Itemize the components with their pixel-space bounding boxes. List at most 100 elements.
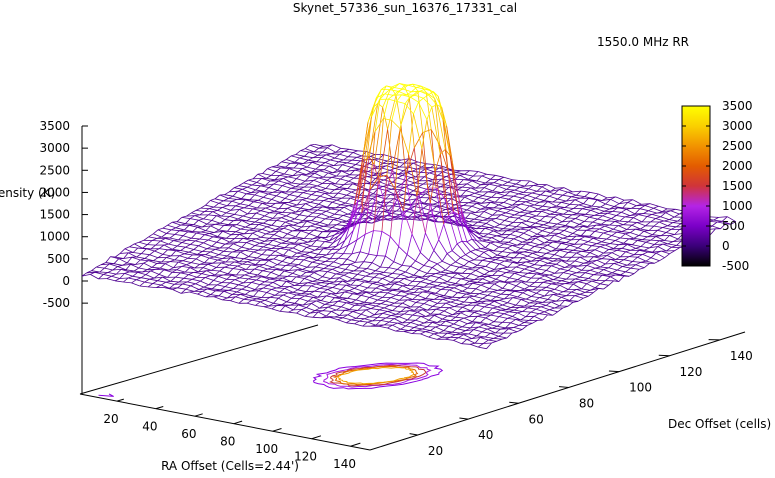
surface-line <box>466 338 472 340</box>
surface-line <box>517 311 523 314</box>
surface-line <box>438 224 445 240</box>
surface-line <box>258 199 268 204</box>
surface-line <box>434 171 445 225</box>
surface-line <box>204 233 210 236</box>
surface-line <box>408 212 414 218</box>
surface-line <box>106 278 116 282</box>
surface-line <box>142 270 151 273</box>
surface-line <box>288 247 294 251</box>
surface-line <box>588 259 597 263</box>
surface-line <box>402 265 411 267</box>
surface-line <box>614 221 624 226</box>
surface-line <box>90 271 96 275</box>
surface-line <box>510 209 520 213</box>
surface-line <box>566 291 572 297</box>
surface-line <box>625 251 635 256</box>
surface-line <box>347 314 357 319</box>
surface-line <box>537 282 544 288</box>
surface-line <box>514 272 523 277</box>
surface-line <box>438 191 445 195</box>
surface-line <box>517 261 527 264</box>
surface-line <box>284 168 290 175</box>
surface-line <box>503 176 513 181</box>
surface-line <box>437 175 447 177</box>
surface-line <box>483 342 492 344</box>
surface-line <box>365 308 372 311</box>
surface-line <box>498 176 505 180</box>
surface-line <box>331 224 338 228</box>
surface-line <box>254 221 264 224</box>
surface-line <box>621 208 627 213</box>
surface-line <box>198 288 208 290</box>
legend-label: 1550.0 MHz RR <box>597 35 689 49</box>
surface-line <box>454 306 463 308</box>
surface-line <box>238 258 245 263</box>
surface-line <box>195 207 201 211</box>
surface-line <box>490 219 500 225</box>
surface-line <box>170 250 177 257</box>
surface-line <box>519 252 528 257</box>
surface-line <box>436 104 442 108</box>
surface-line <box>466 238 473 243</box>
surface-line <box>492 185 498 192</box>
surface-line <box>194 238 201 242</box>
surface-line <box>247 186 256 191</box>
surface-line <box>218 295 228 299</box>
surface-line <box>527 212 537 217</box>
surface-line <box>544 241 553 244</box>
surface-line <box>528 188 538 192</box>
surface-line <box>360 251 369 255</box>
surface-line <box>257 203 263 209</box>
surface-line <box>295 150 301 155</box>
surface-line <box>492 290 498 293</box>
surface-line <box>497 306 507 310</box>
surface-line <box>176 269 186 273</box>
surface-line <box>588 256 594 262</box>
surface-line <box>337 280 343 285</box>
surface-line <box>554 254 564 258</box>
surface-line <box>320 261 326 265</box>
contour-line <box>332 365 419 386</box>
surface-line <box>578 221 585 225</box>
surface-line <box>432 303 438 307</box>
surface-line <box>396 94 402 102</box>
surface-line <box>218 276 227 280</box>
surface-line <box>589 249 596 253</box>
surface-line <box>399 313 405 318</box>
surface-line <box>240 199 246 205</box>
surface-line <box>159 244 165 249</box>
surface-line <box>282 277 292 283</box>
surface-line <box>154 250 163 255</box>
surface-line <box>403 277 410 279</box>
surface-line <box>710 228 716 235</box>
surface-line <box>419 88 425 92</box>
surface-line <box>227 225 233 232</box>
surface-line <box>280 265 286 270</box>
surface-line <box>198 267 204 273</box>
surface-line <box>344 309 353 312</box>
surface-line <box>226 251 233 257</box>
surface-line <box>620 233 626 239</box>
surface-line <box>495 309 501 313</box>
surface-line <box>275 167 281 172</box>
surface-line <box>340 204 350 206</box>
surface-line <box>181 291 190 294</box>
surface-line <box>537 247 543 253</box>
surface-line <box>367 283 373 289</box>
surface-line <box>552 277 559 280</box>
surface-line <box>205 200 211 206</box>
surface-line <box>259 241 265 244</box>
surface-line <box>415 215 421 221</box>
surface-line <box>314 288 320 292</box>
surface-line <box>387 324 393 329</box>
surface-line <box>542 281 552 285</box>
surface-line <box>566 199 575 202</box>
surface-line <box>318 248 324 255</box>
surface-line <box>162 224 168 229</box>
surface-line <box>359 320 368 323</box>
surface-line <box>217 210 227 214</box>
surface-line <box>454 204 464 206</box>
surface-line <box>237 190 247 195</box>
surface-line <box>312 186 322 191</box>
surface-line <box>546 283 552 288</box>
